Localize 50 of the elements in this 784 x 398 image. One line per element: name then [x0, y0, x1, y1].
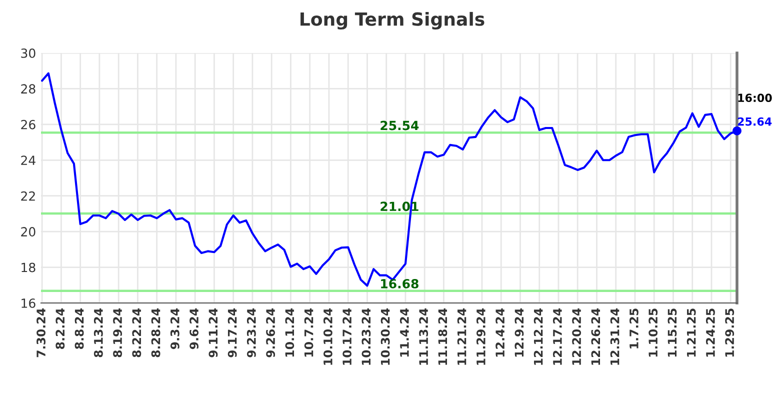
x-tick-label: 8.28.24 [151, 308, 160, 358]
y-tick-label: 22 [21, 191, 35, 201]
ref-line-label: 25.54 [380, 120, 419, 130]
y-tick-label: 20 [21, 227, 36, 236]
x-tick-label: 8.13.24 [94, 308, 103, 358]
x-tick-label: 8.19.24 [113, 308, 122, 358]
chart-title: Long Term Signals [300, 12, 484, 30]
y-tick-label: 26 [21, 120, 36, 130]
x-tick-label: 11.21.24 [457, 308, 466, 365]
x-tick-label: 8.8.24 [74, 308, 84, 349]
x-tick-label: 10.30.24 [380, 308, 390, 365]
x-tick-label: 12.4.24 [496, 308, 504, 357]
x-tick-label: 10.17.24 [342, 308, 352, 365]
x-tick-label: 10.10.24 [323, 308, 332, 365]
data-label: 25.64 [738, 117, 772, 126]
ref-line-label: 16.68 [381, 278, 418, 288]
y-tick-label: 16 [22, 298, 36, 308]
x-tick-label: 11.13.24 [419, 308, 428, 365]
x-tick-label: 11.4.24 [400, 308, 409, 357]
x-tick-label: 8.2.24 [56, 308, 65, 349]
x-tick-label: 8.22.24 [132, 308, 142, 358]
x-tick-label: 11.29.24 [476, 308, 486, 365]
x-tick-label: 9.26.24 [266, 308, 276, 358]
x-tick-label: 12.31.24 [610, 308, 620, 365]
x-tick-label: 12.9.24 [514, 308, 524, 357]
y-tick-label: 18 [22, 262, 36, 272]
x-tick-label: 1.21.25 [686, 308, 696, 357]
x-tick-label: 1.7.25 [629, 308, 638, 348]
x-tick-label: 12.12.24 [534, 308, 543, 365]
x-tick-label: 10.23.24 [362, 308, 371, 365]
x-tick-label: 12.20.24 [572, 308, 582, 365]
x-tick-label: 1.29.25 [725, 308, 734, 357]
y-tick-label: 28 [21, 84, 36, 94]
x-tick-label: 10.1.24 [285, 308, 294, 357]
x-tick-label: 1.10.25 [648, 308, 658, 357]
x-tick-label: 1.24.25 [706, 308, 715, 357]
x-tick-label: 11.18.24 [438, 308, 448, 365]
y-tick-label: 30 [21, 48, 36, 58]
x-tick-label: 9.23.24 [246, 308, 256, 358]
x-tick-label: 7.30.24 [36, 308, 46, 358]
x-tick-label: 9.17.24 [228, 308, 237, 358]
x-tick-label: 9.11.24 [208, 308, 218, 358]
x-tick-label: 10.7.24 [304, 308, 314, 357]
x-tick-label: 12.17.24 [552, 308, 562, 365]
text: 16:00 [738, 94, 772, 102]
x-tick-label: 12.26.24 [591, 308, 600, 365]
x-tick-label: 9.3.24 [170, 308, 180, 350]
y-tick-label: 24 [21, 156, 36, 165]
x-tick-label: 9.6.24 [190, 308, 198, 350]
x-tick-label: 1.15.25 [668, 308, 677, 357]
